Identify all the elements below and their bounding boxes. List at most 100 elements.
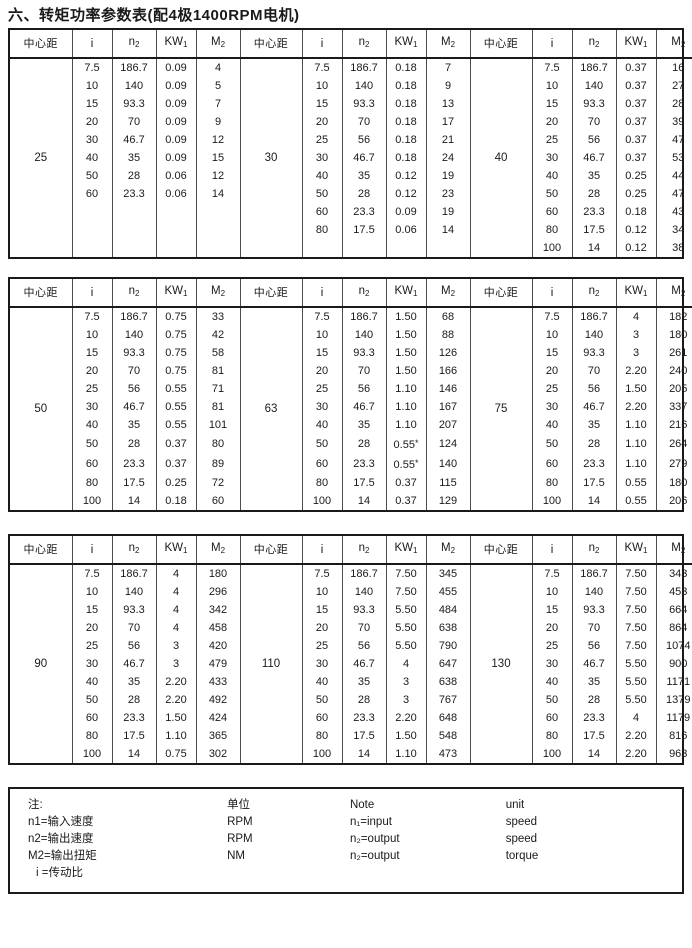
torque-value: 19 — [425, 167, 471, 185]
col-header-center-distance: 中心距 — [239, 536, 303, 565]
torque-value: 206 — [655, 492, 692, 510]
ratio-value: 7.5 — [301, 307, 343, 326]
power-value: 1.50 — [385, 307, 427, 326]
ratio-value: 60 — [72, 709, 113, 727]
ratio-value: 25 — [72, 637, 113, 655]
empty-cell — [111, 221, 157, 239]
col-header-center-distance: 中心距 — [469, 30, 533, 59]
torque-value: 647 — [425, 655, 471, 673]
torque-value: 14 — [425, 221, 471, 239]
ratio-value: 60 — [72, 454, 113, 474]
table-gap-2 — [0, 512, 692, 534]
power-value: 0.75 — [155, 326, 197, 344]
ratio-value: 60 — [72, 185, 113, 203]
ratio-value: 7.5 — [531, 307, 573, 326]
torque-value: 60 — [195, 492, 241, 510]
empty-cell — [385, 239, 427, 257]
table-row: 15 93.3 0.09 7 15 93.3 0.18 13 15 93.3 0.37 28 — [10, 95, 692, 113]
col-header-center-distance: 中心距 — [10, 30, 73, 59]
torque-value: 337 — [655, 398, 692, 416]
table-row: 30 46.7 3 479 30 46.7 4 647 30 46.7 5.50 900 — [10, 655, 692, 673]
table-row: 15 93.3 4 342 15 93.3 5.50 484 15 93.3 7.50 664 — [10, 601, 692, 619]
power-value: 0.18 — [385, 149, 427, 167]
torque-value: 146 — [425, 380, 471, 398]
table-2-body: 50 7.5 186.7 0.75 33 63 7.5 186.7 1.50 68 75 7.5 186… — [10, 307, 692, 510]
col-header-center-distance: 中心距 — [239, 30, 303, 59]
ratio-value: 50 — [531, 434, 573, 454]
ratio-value: 40 — [72, 149, 113, 167]
power-value: 0.12 — [615, 239, 657, 257]
ratio-value: 10 — [301, 583, 343, 601]
ratio-value: 10 — [301, 77, 343, 95]
torque-value: 124 — [425, 434, 471, 454]
power-value: 1.10 — [385, 398, 427, 416]
power-value: 0.09 — [155, 113, 197, 131]
power-value: 0.09 — [155, 58, 197, 77]
spec-table-2-wrapper: 中心距 i n2 KW1 M2 中心距 i n2 KW1 M2 中心距 i n2 KW1 M2 50 7.5 1… — [8, 277, 692, 512]
torque-value: 33 — [195, 307, 241, 326]
power-value: 0.25 — [615, 167, 657, 185]
col-header-ratio: i — [301, 279, 343, 308]
ratio-value: 10 — [72, 583, 113, 601]
output-speed-value: 23.3 — [111, 454, 157, 474]
col-header-power: KW1 — [615, 30, 657, 59]
table-row: 10 140 0.09 5 10 140 0.18 9 10 140 0.37 27 — [10, 77, 692, 95]
output-speed-value: 23.3 — [341, 203, 387, 221]
torque-value: 343 — [655, 564, 692, 583]
power-value: 0.09 — [155, 77, 197, 95]
ratio-value: 30 — [301, 655, 343, 673]
torque-value: 39 — [655, 113, 692, 131]
legend-unit-cn: NM — [227, 850, 245, 862]
power-value: 0.75 — [155, 745, 197, 763]
power-value: 0.37 — [615, 95, 657, 113]
ratio-value: 50 — [301, 434, 343, 454]
ratio-value: 50 — [531, 691, 573, 709]
power-value: 0.18 — [385, 77, 427, 95]
col-header-ratio: i — [531, 536, 573, 565]
ratio-value: 40 — [531, 673, 573, 691]
output-speed-value: 70 — [111, 362, 157, 380]
output-speed-value: 35 — [111, 149, 157, 167]
output-speed-value: 186.7 — [111, 58, 157, 77]
torque-value: 433 — [195, 673, 241, 691]
output-speed-value: 23.3 — [111, 185, 157, 203]
table-row: 50 7.5 186.7 0.75 33 63 7.5 186.7 1.50 68 75 7.5 186… — [10, 307, 692, 510]
col-header-ratio: i — [71, 279, 113, 308]
center-distance-value: 25 — [10, 58, 73, 257]
torque-value: 12 — [195, 167, 241, 185]
empty-cell — [111, 239, 157, 257]
power-value: 2.20 — [385, 709, 427, 727]
legend-unit-en: speed — [505, 816, 538, 828]
power-value: 4 — [615, 307, 657, 326]
torque-value: 864 — [655, 619, 692, 637]
ratio-value: 60 — [531, 709, 573, 727]
center-distance-value: 40 — [469, 58, 533, 257]
torque-value: 89 — [195, 454, 241, 474]
legend-label-en: Note — [349, 799, 375, 811]
power-value: 5.50 — [615, 673, 657, 691]
col-header-output-speed: n2 — [341, 279, 387, 308]
power-value: 0.37 — [615, 77, 657, 95]
col-header-power: KW1 — [155, 30, 197, 59]
power-value: 0.12 — [615, 221, 657, 239]
ratio-value: 30 — [301, 398, 343, 416]
output-speed-value: 46.7 — [341, 655, 387, 673]
ratio-value: 50 — [301, 691, 343, 709]
torque-value: 80 — [195, 434, 241, 454]
torque-value: 24 — [425, 149, 471, 167]
output-speed-value: 186.7 — [571, 58, 617, 77]
output-speed-value: 186.7 — [341, 307, 387, 326]
power-value: 0.37 — [155, 434, 197, 454]
spec-table-2: 中心距 i n2 KW1 M2 中心距 i n2 KW1 M2 中心距 i n2 KW1 M2 50 7.5 1… — [10, 279, 692, 510]
output-speed-value: 46.7 — [341, 149, 387, 167]
power-value: 7.50 — [615, 601, 657, 619]
torque-value: 453 — [655, 583, 692, 601]
table-row: 20 70 0.75 81 20 70 1.50 166 20 70 2.20 240 — [10, 362, 692, 380]
legend-unit-en: speed — [505, 833, 538, 845]
ratio-value: 15 — [531, 601, 573, 619]
ratio-value: 15 — [301, 344, 343, 362]
legend-label-en: n₂=output — [349, 833, 400, 845]
center-distance-value: 110 — [239, 564, 303, 763]
power-value: 0.75 — [155, 362, 197, 380]
ratio-value: 40 — [531, 167, 573, 185]
